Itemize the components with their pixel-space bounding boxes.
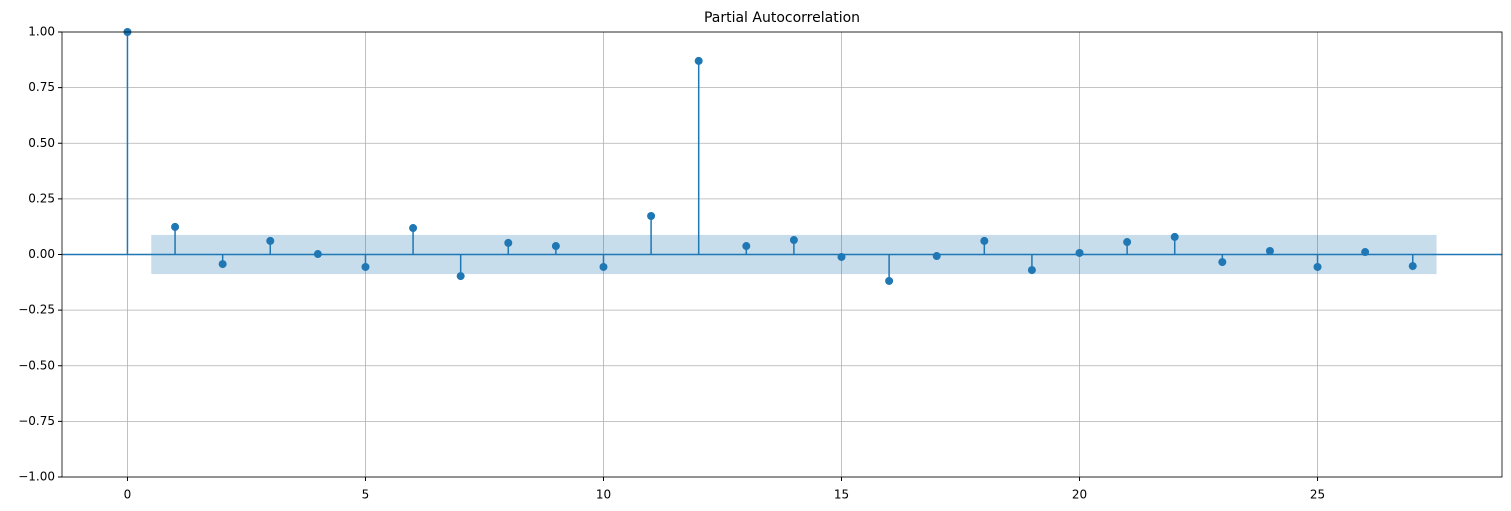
y-tick-label: 0.00: [28, 247, 55, 261]
stem-marker: [1218, 258, 1227, 267]
stem-marker: [599, 262, 608, 271]
stem-marker: [885, 276, 894, 285]
stem-marker: [789, 236, 798, 245]
stem-marker: [647, 212, 656, 221]
stem-marker: [980, 236, 989, 245]
stem-marker: [266, 236, 275, 245]
x-tick-label: 10: [596, 488, 611, 502]
x-tick-label: 25: [1310, 488, 1325, 502]
x-tick-label: 0: [124, 488, 132, 502]
stem-marker: [1265, 246, 1274, 255]
stem-marker: [1313, 262, 1322, 271]
stem-marker: [837, 252, 846, 261]
stem-marker: [456, 272, 465, 281]
y-tick-label: −0.50: [18, 358, 55, 372]
stem-marker: [1027, 266, 1036, 275]
y-tick-label: −0.25: [18, 303, 55, 317]
y-tick-label: 0.50: [28, 136, 55, 150]
stem-marker: [218, 260, 227, 269]
stem-marker: [694, 56, 703, 65]
stem-marker: [932, 252, 941, 261]
stem-marker: [1075, 248, 1084, 257]
y-tick-label: −0.75: [18, 414, 55, 428]
y-tick-label: −1.00: [18, 470, 55, 484]
stem-marker: [1408, 262, 1417, 271]
y-tick-label: 1.00: [28, 25, 55, 39]
stem-marker: [551, 242, 560, 251]
x-tick-label: 15: [834, 488, 849, 502]
y-tick-label: 0.25: [28, 191, 55, 205]
x-tick-label: 5: [362, 488, 370, 502]
stem-marker: [1170, 232, 1179, 241]
stem-marker: [1361, 248, 1370, 257]
y-tick-label: 0.75: [28, 80, 55, 94]
x-tick-label: 20: [1072, 488, 1087, 502]
chart-title: Partial Autocorrelation: [704, 10, 860, 26]
stem-marker: [409, 224, 418, 233]
plot-frame: [61, 31, 1503, 478]
stem-marker: [361, 262, 370, 271]
stem-marker: [313, 250, 322, 259]
stem-marker: [742, 242, 751, 251]
stem-marker: [1123, 238, 1132, 247]
stem-marker: [171, 222, 180, 231]
stem-marker: [504, 238, 513, 247]
